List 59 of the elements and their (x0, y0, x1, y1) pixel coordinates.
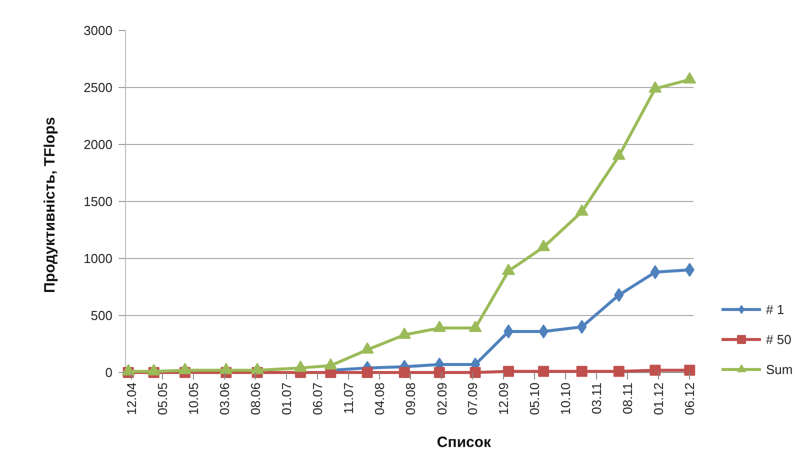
x-axis-title: Список (436, 434, 492, 452)
point (362, 367, 373, 378)
point (575, 204, 588, 216)
y-tick-label: 500 (90, 308, 113, 323)
point (576, 366, 588, 377)
point (503, 366, 514, 377)
x-tick-label: 10.10 (558, 382, 574, 416)
point (250, 362, 264, 374)
x-tick-label: 11.07 (341, 382, 356, 414)
point (650, 364, 661, 376)
x-tick-label: 08.11 (620, 382, 635, 414)
point (398, 367, 410, 378)
x-tick-label: 05.05 (154, 382, 170, 416)
y-tick-label: 2500 (84, 80, 112, 95)
x-tick-label: 07.09 (464, 382, 480, 416)
y-axis-title: Продуктивність, TFlops (42, 117, 59, 293)
point (434, 367, 445, 378)
x-tick-label: 01.12 (651, 382, 666, 416)
y-tick-label: 2000 (84, 137, 112, 152)
point (470, 367, 481, 378)
point (468, 320, 482, 332)
legend-label: # 1 (766, 302, 786, 316)
point (398, 327, 411, 339)
point (612, 148, 626, 160)
x-tick-label: 10.05 (186, 382, 202, 416)
x-tick-label: 04.08 (372, 382, 388, 416)
point (537, 240, 550, 252)
x-tick-label: 01.07 (279, 382, 294, 416)
point (324, 358, 338, 370)
y-tick-label: 1500 (84, 194, 112, 209)
point (360, 342, 374, 354)
x-tick-label: 03.11 (588, 382, 604, 414)
point (613, 366, 624, 377)
x-tick-label: 02.09 (434, 382, 450, 416)
x-tick-label: 05.10 (526, 382, 542, 416)
point (650, 265, 660, 280)
point (147, 364, 160, 376)
y-tick-label: 3000 (84, 23, 112, 38)
x-tick-label: 09.08 (403, 382, 418, 416)
x-tick-label: 03.06 (216, 382, 232, 416)
point (502, 264, 516, 276)
x-tick-label: 08.06 (248, 382, 263, 416)
point (684, 364, 696, 376)
x-tick-label: 06.07 (310, 382, 325, 416)
point (683, 72, 696, 84)
y-tick-label: 1000 (84, 251, 112, 266)
y-tick-label: 0 (105, 365, 113, 380)
point (178, 362, 192, 374)
legend-label: Sum (766, 362, 793, 376)
point (432, 320, 446, 332)
x-tick-label: 12.04 (124, 382, 140, 416)
x-tick-label: 12.09 (496, 382, 512, 416)
legend-label: # 50 (766, 332, 792, 346)
point (538, 366, 550, 377)
x-tick-label: 06.12 (682, 382, 698, 416)
point (648, 81, 662, 93)
point (294, 360, 308, 372)
point (122, 364, 135, 376)
point (220, 362, 233, 374)
